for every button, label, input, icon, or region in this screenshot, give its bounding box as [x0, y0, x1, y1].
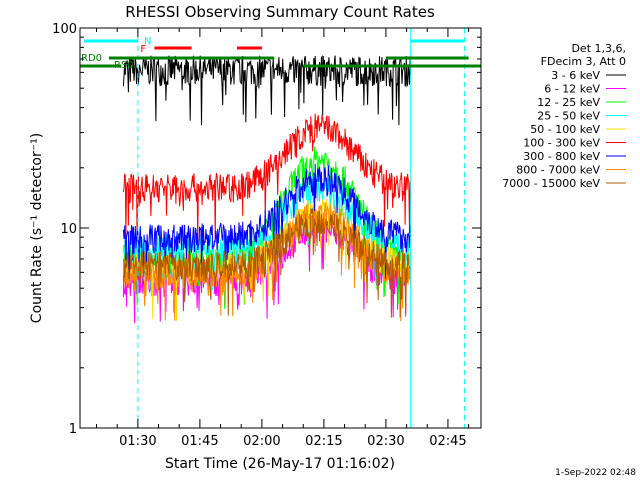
legend-entry-label: 7000 - 15000 keV	[502, 177, 600, 190]
y-tick-label: 1	[69, 422, 77, 437]
legend-entry-label: 100 - 300 keV	[523, 137, 600, 150]
legend-header-line: FDecim 3, Att 0	[541, 55, 626, 68]
y-tick-label: 10	[60, 222, 77, 237]
legend-entry-label: 300 - 800 keV	[523, 150, 600, 163]
series-layer	[122, 28, 465, 428]
x-tick-label: 01:30	[119, 434, 156, 449]
legend-entry-label: 12 - 25 keV	[537, 96, 600, 109]
flag-rd0-label: RD0	[81, 53, 102, 64]
x-tick-label: 01:45	[181, 434, 218, 449]
flag-f-label: F	[140, 44, 146, 55]
legend-entry-label: 800 - 7000 keV	[516, 164, 600, 177]
x-tick-label: 02:30	[367, 434, 404, 449]
legend-entry-label: 25 - 50 keV	[537, 110, 600, 123]
legend-entry-label: 6 - 12 keV	[544, 83, 600, 96]
legend-header-line: Det 1,3,6,	[571, 42, 626, 55]
flag-bars-layer: NF RD0 RS0	[80, 36, 481, 71]
flag-rs0-label: RS0	[114, 60, 134, 71]
flag-n-label: N	[144, 36, 151, 47]
series-3-6-kev-line	[122, 54, 412, 126]
axes-layer: 01:30 01:45 02:00 02:15 02:30 02:45 1 10 100	[52, 22, 481, 449]
legend-entry-label: 3 - 6 keV	[551, 69, 600, 82]
legend-entry-label: 50 - 100 keV	[530, 123, 600, 136]
series-7000-15000-kev-line	[122, 207, 412, 318]
x-tick-label: 02:00	[243, 434, 280, 449]
x-tick-label: 02:15	[305, 434, 342, 449]
series-300-800-kev-line	[122, 163, 412, 288]
x-axis-label: Start Time (26-May-17 01:16:02)	[165, 456, 395, 472]
x-tick-label: 02:45	[429, 434, 466, 449]
series-100-300-kev-line	[122, 113, 412, 243]
chart-title: RHESSI Observing Summary Count Rates	[125, 3, 435, 21]
footer-date: 1-Sep-2022 02:48	[555, 468, 636, 478]
y-tick-label: 100	[52, 22, 77, 37]
y-axis-label: Count Rate (s⁻¹ detector⁻¹)	[29, 133, 45, 323]
